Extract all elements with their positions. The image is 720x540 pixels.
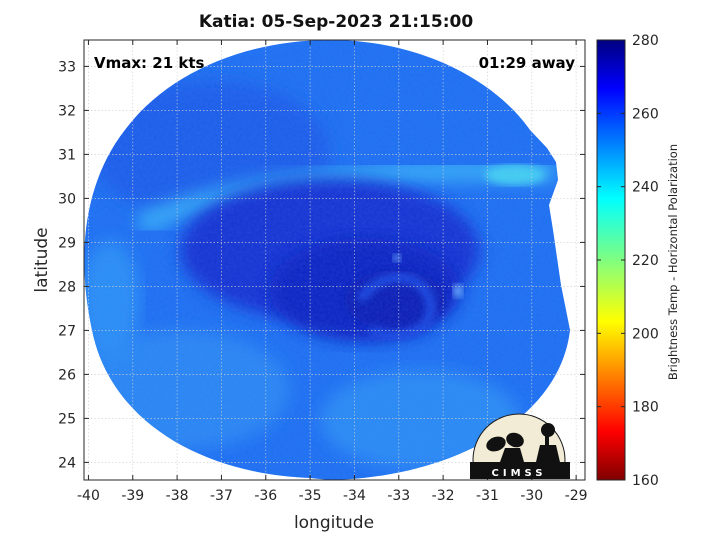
y-tick-label: 24 <box>58 455 76 471</box>
x-axis-label: longitude <box>294 513 374 533</box>
x-axis: -40 -39 -38 -37 -36 -35 -34 -33 -32 -31 -30 -29 <box>77 40 588 504</box>
cimss-logo: CIMSS <box>470 413 570 479</box>
colorbar-ticks: 160 180 200 220 240 260 280 <box>597 33 659 489</box>
x-tick-label: -29 <box>565 488 588 504</box>
colorbar <box>596 39 626 481</box>
x-tick-label: -38 <box>166 488 189 504</box>
colorbar-tick-label: 200 <box>632 326 659 342</box>
y-tick-label: 28 <box>58 279 76 295</box>
time-away-annotation: 01:29 away <box>479 54 576 72</box>
x-tick-label: -31 <box>476 488 499 504</box>
colorbar-tick-label: 240 <box>632 180 659 196</box>
y-tick-label: 32 <box>58 103 76 119</box>
axes-frame <box>83 39 586 481</box>
colorbar-tick-label: 260 <box>632 106 659 122</box>
colorbar-tick-label: 220 <box>632 253 659 269</box>
x-tick-label: -39 <box>121 488 144 504</box>
x-tick-label: -32 <box>432 488 455 504</box>
x-tick-label: -33 <box>387 488 410 504</box>
x-tick-label: -34 <box>343 488 366 504</box>
y-tick-label: 26 <box>58 367 76 383</box>
y-tick-label: 25 <box>58 411 76 427</box>
colorbar-tick-label: 180 <box>632 400 659 416</box>
y-tick-label: 27 <box>58 323 76 339</box>
vmax-annotation: Vmax: 21 kts <box>94 54 204 72</box>
x-tick-label: -36 <box>254 488 277 504</box>
y-tick-label: 30 <box>58 191 76 207</box>
x-tick-label: -40 <box>77 488 100 504</box>
colorbar-tick-label: 280 <box>632 33 659 49</box>
x-tick-label: -37 <box>210 488 233 504</box>
y-axis-label: latitude <box>32 227 52 292</box>
colorbar-tick-label: 160 <box>632 473 659 489</box>
x-tick-label: -30 <box>520 488 543 504</box>
cimss-logo-text: CIMSS <box>492 468 547 479</box>
y-axis: 24 25 26 27 28 29 30 31 32 33 <box>58 59 585 471</box>
colorbar-label: Brightness Temp - Horizontal Polarizatio… <box>666 144 680 380</box>
y-tick-label: 33 <box>58 59 76 75</box>
y-tick-label: 31 <box>58 147 76 163</box>
y-tick-label: 29 <box>58 235 76 251</box>
chart-title: Katia: 05-Sep-2023 21:15:00 <box>198 12 474 32</box>
swath-image <box>84 40 571 480</box>
x-tick-label: -35 <box>299 488 322 504</box>
